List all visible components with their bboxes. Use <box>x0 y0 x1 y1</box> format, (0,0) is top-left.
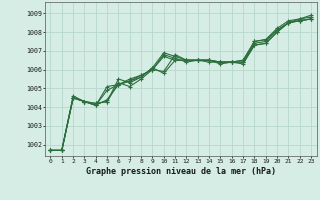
X-axis label: Graphe pression niveau de la mer (hPa): Graphe pression niveau de la mer (hPa) <box>86 167 276 176</box>
